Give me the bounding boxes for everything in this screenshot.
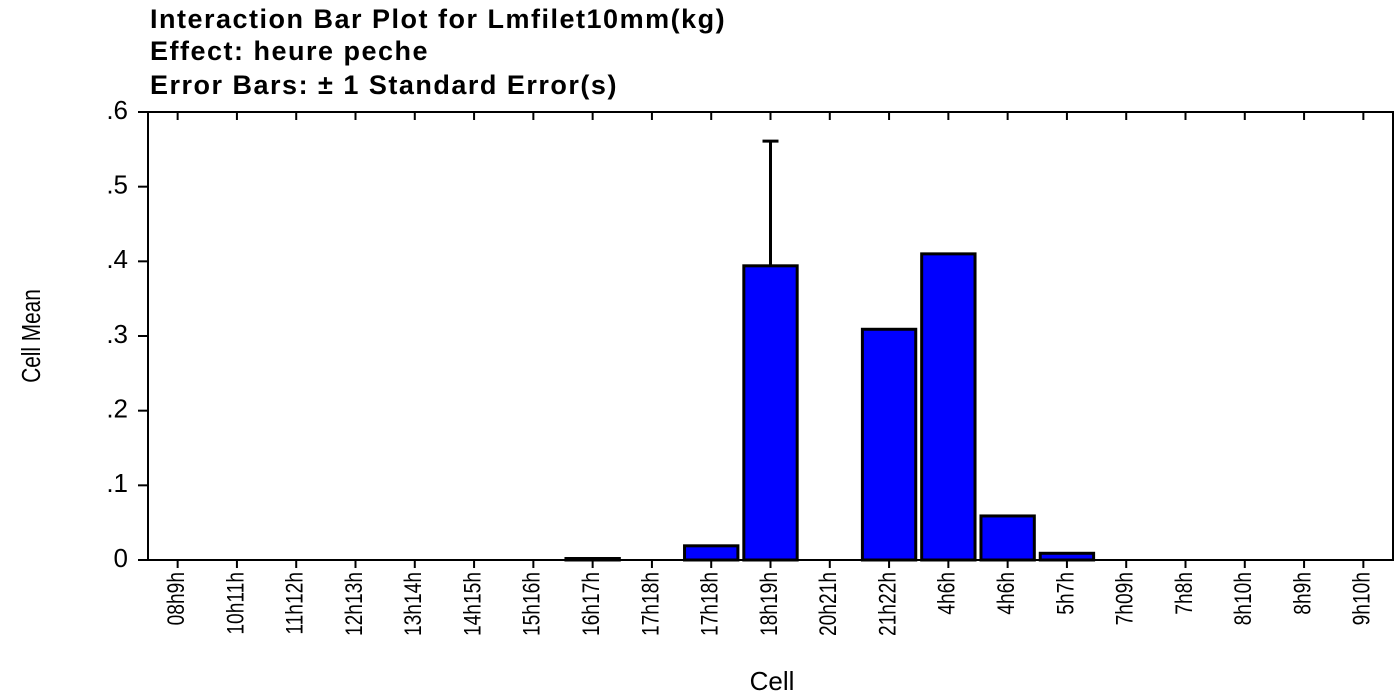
x-tick-label: 21h22h [873, 572, 901, 636]
x-tick-label: 08h9h [162, 572, 190, 625]
x-tick-label: 20h21h [814, 572, 842, 636]
chart-title: Interaction Bar Plot for Lmfilet10mm(kg) [150, 4, 726, 34]
y-tick-label: .3 [106, 319, 128, 349]
chart-subtitle: Error Bars: ± 1 Standard Error(s) [150, 70, 618, 100]
x-tick-label: 13h14h [399, 572, 427, 636]
x-tick-label: 10h11h [221, 572, 249, 635]
x-tick-label: 4h6h [992, 572, 1020, 615]
x-tick-label: 17h18h [695, 572, 723, 636]
x-tick-label: 5h7h [1051, 572, 1079, 615]
x-tick-label: 16h17h [577, 572, 605, 636]
x-tick-label: 11h12h [280, 572, 308, 635]
bar [683, 544, 740, 562]
y-tick-label: .1 [106, 468, 128, 498]
bar [979, 514, 1036, 562]
bar [860, 327, 918, 562]
x-axis-label: Cell [750, 666, 795, 695]
y-tick-label: 0 [114, 543, 128, 573]
x-tick-label: 18h19h [755, 572, 783, 636]
x-tick-label: 4h6h [933, 572, 961, 615]
x-tick-label: 8h9h [1288, 572, 1316, 615]
x-tick-label: 14h15h [458, 572, 486, 636]
y-tick-label: .6 [106, 95, 128, 125]
y-axis-label: Cell Mean [17, 289, 46, 383]
bar [742, 264, 799, 562]
y-tick-label: .5 [106, 170, 128, 200]
x-tick-label: 15h16h [518, 572, 546, 636]
bar [1038, 551, 1096, 562]
x-tick-label: 8h10h [1229, 572, 1257, 625]
x-tick-label: 9h10h [1348, 572, 1376, 625]
x-tick-label: 7h09h [1110, 572, 1138, 625]
bar [920, 252, 977, 562]
chart-subtitle: Effect: heure peche [150, 36, 429, 66]
bar [564, 557, 621, 562]
x-tick-label: 17h18h [636, 572, 664, 636]
x-tick-label: 7h8h [1170, 572, 1198, 615]
y-tick-label: .2 [106, 394, 128, 424]
x-tick-label: 12h13h [340, 572, 368, 636]
y-tick-label: .4 [106, 244, 128, 274]
